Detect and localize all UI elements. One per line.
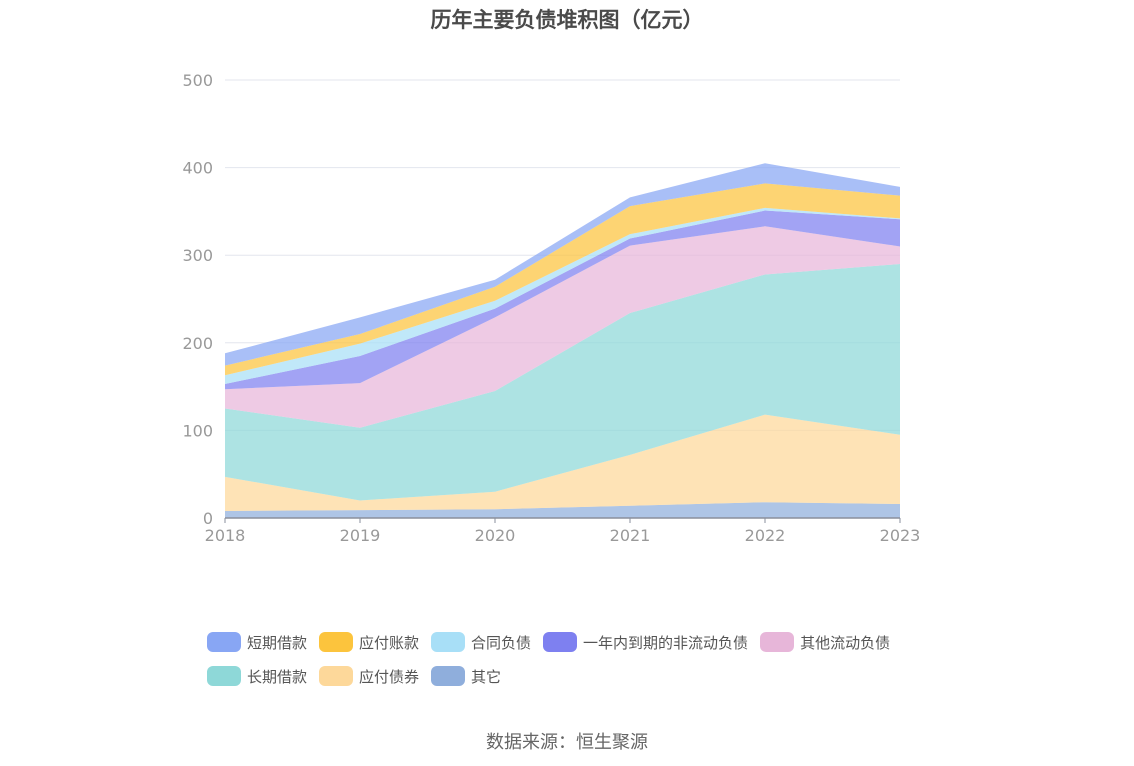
legend-item[interactable]: 合同负债 <box>431 630 531 654</box>
legend-swatch <box>207 666 241 686</box>
legend-item[interactable]: 其它 <box>431 664 501 688</box>
legend-item[interactable]: 应付账款 <box>319 630 419 654</box>
x-tick-label: 2019 <box>340 526 381 545</box>
chart-legend: 短期借款 应付账款 合同负债 一年内到期的非流动负债 其他流动负债长期借款 应付债券 其它 <box>207 630 967 698</box>
x-tick-label: 2018 <box>205 526 246 545</box>
chart-title: 历年主要负债堆积图（亿元） <box>430 8 704 32</box>
legend-label: 合同负债 <box>471 633 532 652</box>
legend-label: 应付债券 <box>359 667 420 686</box>
area-series <box>225 414 900 511</box>
y-tick-label: 100 <box>182 421 213 440</box>
legend-label: 长期借款 <box>247 667 308 686</box>
legend-item[interactable]: 其他流动负债 <box>760 630 890 654</box>
x-tick-label: 2023 <box>880 526 921 545</box>
x-tick-label: 2021 <box>610 526 651 545</box>
area-series <box>225 263 900 501</box>
y-tick-label: 500 <box>182 71 213 90</box>
area-series <box>225 210 900 390</box>
x-tick-label: 2022 <box>745 526 786 545</box>
y-tick-label: 400 <box>182 159 213 178</box>
legend-swatch <box>207 632 241 652</box>
area-series <box>225 183 900 376</box>
area-series <box>225 226 900 428</box>
legend-item[interactable]: 应付债券 <box>319 664 419 688</box>
legend-item[interactable]: 短期借款 <box>207 630 307 654</box>
legend-label: 其它 <box>471 667 502 686</box>
legend-swatch <box>319 632 354 652</box>
legend-swatch <box>760 632 795 652</box>
stacked-area-chart: 0 100 200 300 400 500 2018 2019 2020 2021 2022 2023 <box>182 71 921 545</box>
area-series <box>225 502 900 518</box>
area-series <box>225 207 900 384</box>
y-tick-label: 0 <box>203 509 213 528</box>
y-tick-label: 300 <box>182 246 213 265</box>
legend-swatch <box>319 666 354 686</box>
legend-label: 应付账款 <box>359 633 420 652</box>
legend-swatch <box>431 632 466 652</box>
legend-label: 短期借款 <box>247 633 308 652</box>
legend-label: 一年内到期的非流动负债 <box>583 633 749 652</box>
legend-swatch <box>543 632 578 652</box>
legend-label: 其他流动负债 <box>800 633 891 652</box>
legend-item[interactable]: 一年内到期的非流动负债 <box>543 630 748 654</box>
data-source: 数据来源：恒生聚源 <box>486 732 648 753</box>
area-series <box>225 163 900 366</box>
x-tick-label: 2020 <box>475 526 516 545</box>
legend-swatch <box>431 666 466 686</box>
legend-item[interactable]: 长期借款 <box>207 664 307 688</box>
y-tick-label: 200 <box>182 334 213 353</box>
